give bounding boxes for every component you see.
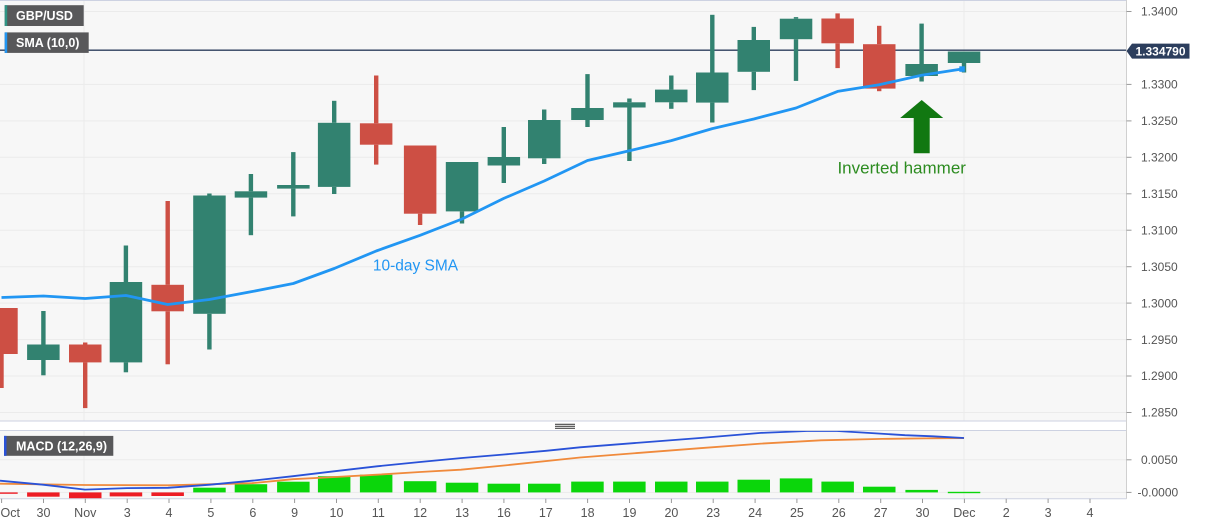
svg-text:1.3400: 1.3400	[1141, 5, 1178, 19]
svg-text:1.2850: 1.2850	[1141, 406, 1178, 420]
svg-text:SMA (10,0): SMA (10,0)	[16, 36, 79, 50]
svg-text:12: 12	[413, 506, 427, 520]
svg-text:24: 24	[748, 506, 762, 520]
svg-text:0.0050: 0.0050	[1141, 453, 1178, 467]
svg-text:13: 13	[455, 506, 469, 520]
svg-text:6: 6	[249, 506, 256, 520]
svg-text:Oct: Oct	[1, 506, 21, 520]
svg-text:Nov: Nov	[74, 506, 97, 520]
svg-text:Inverted hammer: Inverted hammer	[837, 159, 966, 178]
svg-text:1.334790: 1.334790	[1135, 45, 1185, 59]
svg-text:27: 27	[874, 506, 888, 520]
svg-text:3: 3	[124, 506, 131, 520]
svg-text:Dec: Dec	[953, 506, 975, 520]
svg-text:9: 9	[291, 506, 298, 520]
svg-text:1.3150: 1.3150	[1141, 187, 1178, 201]
svg-text:GBP/USD: GBP/USD	[16, 9, 73, 23]
svg-text:25: 25	[790, 506, 804, 520]
svg-text:20: 20	[664, 506, 678, 520]
svg-text:30: 30	[37, 506, 51, 520]
svg-text:19: 19	[623, 506, 637, 520]
svg-text:1.2950: 1.2950	[1141, 333, 1178, 347]
svg-text:1.2900: 1.2900	[1141, 369, 1178, 383]
svg-text:4: 4	[166, 506, 173, 520]
svg-text:1.3300: 1.3300	[1141, 78, 1178, 92]
svg-text:1.3200: 1.3200	[1141, 151, 1178, 165]
svg-text:1.3050: 1.3050	[1141, 260, 1178, 274]
svg-text:1.3100: 1.3100	[1141, 223, 1178, 237]
svg-text:10: 10	[330, 506, 344, 520]
svg-text:1.3000: 1.3000	[1141, 296, 1178, 310]
svg-text:3: 3	[1045, 506, 1052, 520]
svg-text:26: 26	[832, 506, 846, 520]
svg-text:2: 2	[1003, 506, 1010, 520]
svg-text:1.3250: 1.3250	[1141, 114, 1178, 128]
svg-text:4: 4	[1087, 506, 1094, 520]
svg-text:-0.0000: -0.0000	[1138, 486, 1179, 500]
svg-text:11: 11	[372, 506, 385, 520]
svg-text:5: 5	[207, 506, 214, 520]
svg-text:16: 16	[497, 506, 511, 520]
svg-text:MACD (12,26,9): MACD (12,26,9)	[16, 439, 107, 453]
svg-text:23: 23	[706, 506, 720, 520]
svg-text:10-day SMA: 10-day SMA	[373, 258, 459, 275]
svg-text:18: 18	[581, 506, 595, 520]
svg-text:30: 30	[916, 506, 930, 520]
svg-text:17: 17	[539, 506, 553, 520]
